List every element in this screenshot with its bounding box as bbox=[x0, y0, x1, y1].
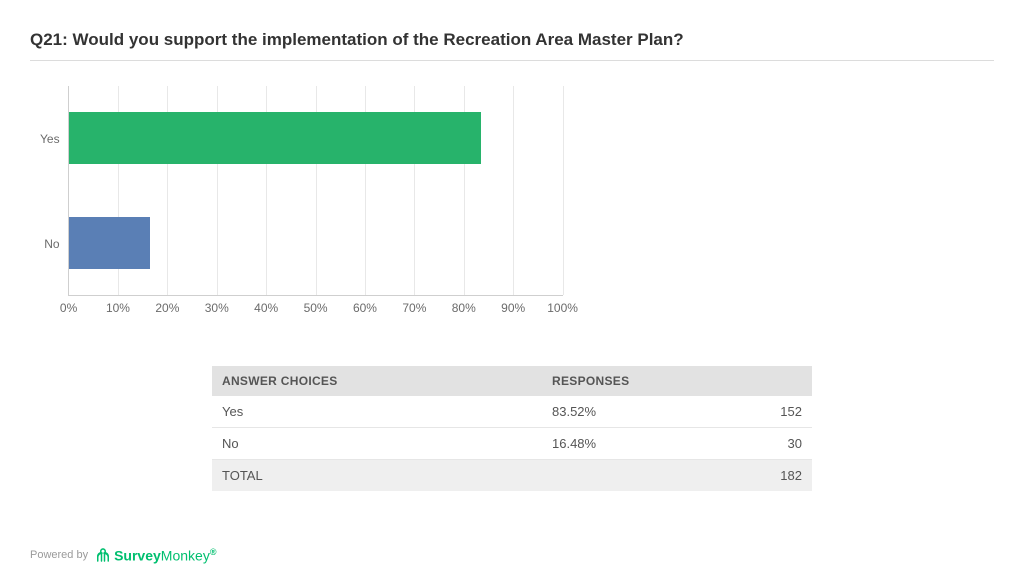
y-tick-label: No bbox=[40, 237, 60, 251]
cell-percent: 83.52% bbox=[542, 396, 706, 428]
powered-by-label: Powered by bbox=[30, 549, 88, 561]
cell-total-count: 182 bbox=[706, 460, 812, 492]
cell-percent: 16.48% bbox=[542, 428, 706, 460]
cell-label: No bbox=[212, 428, 542, 460]
x-axis-labels: 0%10%20%30%40%50%60%70%80%90%100% bbox=[69, 301, 563, 317]
x-tick-label: 50% bbox=[304, 301, 328, 315]
chart-plot-area: 0%10%20%30%40%50%60%70%80%90%100% bbox=[68, 86, 563, 296]
chart-bar bbox=[69, 112, 482, 164]
col-header-choices: ANSWER CHOICES bbox=[212, 366, 542, 396]
monkey-icon bbox=[94, 546, 112, 564]
y-tick-label: Yes bbox=[40, 132, 60, 146]
cell-label: Yes bbox=[212, 396, 542, 428]
x-tick-label: 20% bbox=[155, 301, 179, 315]
bar-chart: Yes No 0%10%20%30%40%50%60%70%80%90%100% bbox=[40, 86, 994, 296]
x-tick-label: 60% bbox=[353, 301, 377, 315]
chart-bar bbox=[69, 217, 150, 269]
table-row: Yes83.52%152 bbox=[212, 396, 812, 428]
footer: Powered by SurveyMonkey® bbox=[30, 546, 216, 564]
x-tick-label: 30% bbox=[205, 301, 229, 315]
y-axis-labels: Yes No bbox=[40, 86, 68, 296]
x-tick-label: 70% bbox=[402, 301, 426, 315]
table-row-total: TOTAL 182 bbox=[212, 460, 812, 492]
gridline bbox=[563, 86, 564, 295]
cell-count: 30 bbox=[706, 428, 812, 460]
col-header-responses: RESPONSES bbox=[542, 366, 812, 396]
table-row: No16.48%30 bbox=[212, 428, 812, 460]
cell-total-label: TOTAL bbox=[212, 460, 542, 492]
cell-empty bbox=[542, 460, 706, 492]
x-tick-label: 90% bbox=[501, 301, 525, 315]
surveymonkey-logo: SurveyMonkey® bbox=[94, 546, 216, 564]
cell-count: 152 bbox=[706, 396, 812, 428]
x-tick-label: 10% bbox=[106, 301, 130, 315]
results-table: ANSWER CHOICES RESPONSES Yes83.52%152No1… bbox=[212, 366, 812, 491]
bars-container bbox=[69, 86, 563, 295]
x-tick-label: 0% bbox=[60, 301, 77, 315]
x-tick-label: 100% bbox=[547, 301, 578, 315]
question-title: Q21: Would you support the implementatio… bbox=[30, 30, 994, 61]
brand-name: SurveyMonkey® bbox=[114, 547, 216, 564]
x-tick-label: 40% bbox=[254, 301, 278, 315]
x-tick-label: 80% bbox=[452, 301, 476, 315]
